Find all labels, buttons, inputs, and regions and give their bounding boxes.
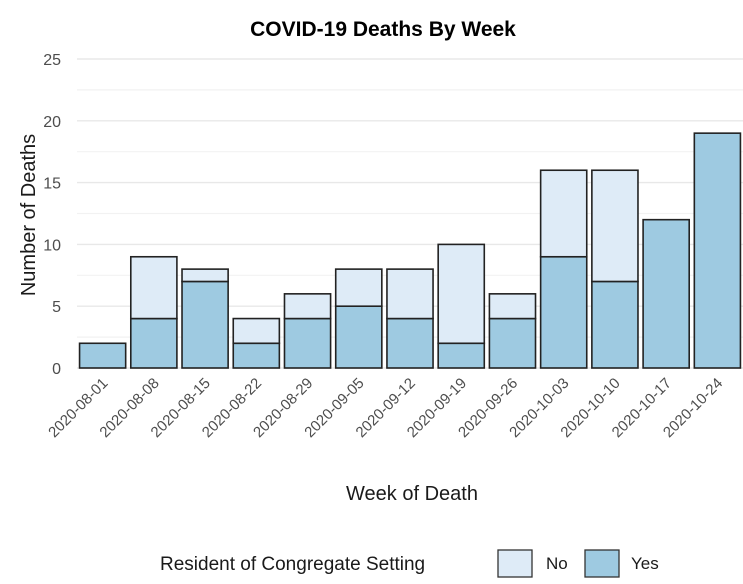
- bar-no: [232, 317, 281, 345]
- legend: Resident of Congregate Setting No Yes: [160, 549, 659, 578]
- bar-yes: [78, 342, 127, 369]
- bar-no: [437, 243, 486, 345]
- bar-no: [591, 169, 639, 283]
- bar-no: [129, 255, 178, 320]
- bar-no: [283, 293, 332, 320]
- bar-yes: [642, 218, 691, 369]
- bar-yes: [591, 280, 639, 369]
- legend-swatch-no: [497, 549, 533, 578]
- legend-label-no: No: [546, 554, 568, 573]
- y-tick-label: 5: [52, 299, 61, 316]
- bar-yes: [693, 132, 742, 369]
- bar-yes: [437, 342, 486, 369]
- legend-label-yes: Yes: [631, 554, 659, 573]
- bar-no: [334, 268, 383, 307]
- legend-swatch-yes: [584, 549, 620, 578]
- bars: [78, 132, 742, 369]
- bar-yes: [283, 317, 332, 369]
- x-axis-ticks: 2020-08-012020-08-082020-08-152020-08-22…: [45, 375, 726, 441]
- y-tick-label: 20: [43, 114, 61, 131]
- bar-yes: [181, 280, 229, 369]
- y-tick-label: 25: [43, 52, 61, 69]
- x-axis-label: Week of Death: [346, 483, 478, 505]
- y-axis-ticks: 0 5 10 15 20 25: [43, 52, 61, 378]
- chart-title: COVID-19 Deaths By Week: [250, 18, 516, 41]
- bar-yes: [334, 305, 383, 369]
- bar-no: [181, 268, 229, 283]
- bar-no: [488, 293, 537, 320]
- y-tick-label: 10: [43, 237, 61, 254]
- bar-yes: [539, 255, 588, 369]
- bar-no: [539, 169, 588, 258]
- y-tick-label: 0: [52, 361, 61, 378]
- bar-yes: [386, 317, 434, 369]
- bar-yes: [129, 317, 178, 369]
- bar-yes: [232, 342, 281, 369]
- bar-no: [386, 268, 434, 320]
- y-tick-label: 15: [43, 176, 61, 193]
- y-axis-label: Number of Deaths: [18, 134, 40, 296]
- legend-title: Resident of Congregate Setting: [160, 554, 425, 575]
- bar-yes: [488, 317, 537, 369]
